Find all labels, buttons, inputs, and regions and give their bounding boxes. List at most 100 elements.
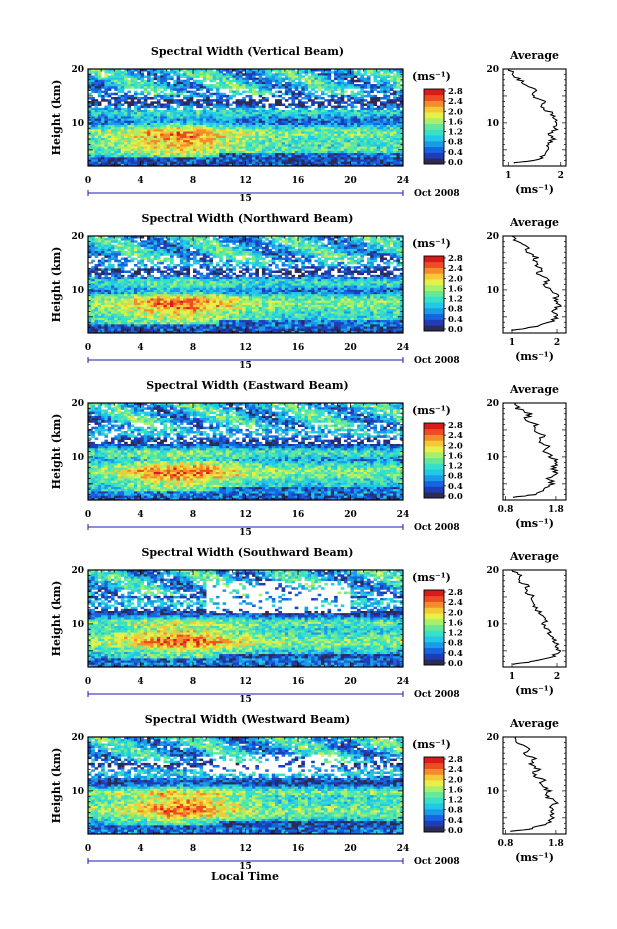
heatmap-cell bbox=[124, 118, 128, 122]
heatmap-cell bbox=[163, 71, 168, 74]
heatmap-cell bbox=[232, 238, 237, 241]
heatmap-cell bbox=[261, 148, 266, 152]
heatmap-cell bbox=[206, 73, 210, 76]
heatmap-cell bbox=[298, 112, 302, 115]
heatmap-cell bbox=[242, 107, 246, 111]
heatmap-cell bbox=[173, 253, 177, 256]
heatmap-cell bbox=[229, 86, 233, 89]
heatmap-cell bbox=[110, 84, 115, 87]
heatmap-cell bbox=[278, 69, 282, 72]
heatmap-cell bbox=[284, 242, 289, 245]
heatmap-cell bbox=[163, 135, 168, 139]
heatmap-cell bbox=[156, 242, 161, 245]
heatmap-cell bbox=[110, 73, 115, 76]
heatmap-cell bbox=[327, 251, 332, 254]
heatmap-cell bbox=[245, 135, 250, 139]
heatmap-cell bbox=[337, 73, 342, 76]
heatmap-cell bbox=[110, 153, 115, 156]
heatmap-cell bbox=[248, 129, 253, 132]
heatmap-cell bbox=[383, 71, 387, 74]
heatmap-cell bbox=[124, 246, 128, 250]
heatmap-cell bbox=[288, 73, 292, 76]
heatmap-cell bbox=[160, 142, 164, 145]
heatmap-cell bbox=[156, 112, 161, 115]
heatmap-cell bbox=[229, 238, 233, 241]
heatmap-cell bbox=[91, 77, 95, 81]
heatmap-cell bbox=[317, 240, 322, 243]
heatmap-cell bbox=[337, 122, 342, 126]
heatmap-cell bbox=[222, 236, 227, 239]
heatmap-cell bbox=[199, 127, 204, 130]
heatmap-cell bbox=[133, 150, 138, 154]
heatmap-cell bbox=[156, 148, 161, 152]
heatmap-cell bbox=[278, 153, 282, 156]
heatmap-cell bbox=[219, 129, 223, 132]
heatmap-cell bbox=[133, 144, 138, 147]
heatmap-cell bbox=[337, 118, 342, 122]
heatmap-cell bbox=[107, 79, 112, 83]
heatmap-cell bbox=[370, 114, 374, 117]
heatmap-cell bbox=[366, 244, 371, 248]
heatmap-cell bbox=[209, 137, 214, 141]
heatmap-cell bbox=[261, 135, 266, 139]
heatmap-cell bbox=[252, 127, 256, 130]
heatmap-cell bbox=[225, 153, 230, 156]
heatmap-cell bbox=[258, 69, 263, 72]
heatmap-cell bbox=[304, 73, 309, 76]
heatmap-cell bbox=[265, 157, 269, 160]
heatmap-cell bbox=[206, 101, 210, 104]
heatmap-cell bbox=[389, 77, 394, 81]
heatmap-cell bbox=[130, 148, 135, 152]
heatmap-cell bbox=[143, 120, 148, 124]
heatmap-cell bbox=[363, 94, 368, 98]
heatmap-cell bbox=[288, 81, 292, 85]
heatmap-cell bbox=[219, 97, 223, 100]
heatmap-cell bbox=[334, 129, 338, 132]
heatmap-cell bbox=[370, 109, 374, 113]
heatmap-cell bbox=[340, 137, 345, 141]
heatmap-cell bbox=[176, 155, 181, 158]
heatmap-cell bbox=[222, 146, 227, 150]
heatmap-cell bbox=[301, 135, 305, 139]
heatmap-cell bbox=[238, 242, 243, 245]
heatmap-cell bbox=[114, 144, 118, 147]
heatmap-cell bbox=[147, 133, 151, 137]
heatmap-cell bbox=[373, 114, 378, 117]
heatmap-cell bbox=[255, 92, 259, 96]
heatmap-cell bbox=[334, 92, 338, 96]
heatmap-cell bbox=[212, 144, 217, 147]
heatmap-cell bbox=[183, 146, 187, 150]
heatmap-cell bbox=[110, 109, 115, 113]
heatmap-cell bbox=[202, 253, 207, 256]
heatmap-cell bbox=[130, 133, 135, 137]
heatmap-cell bbox=[193, 236, 197, 239]
heatmap-cell bbox=[265, 131, 269, 135]
heatmap-cell bbox=[147, 114, 151, 117]
heatmap-cell bbox=[101, 150, 105, 154]
heatmap-cell bbox=[311, 251, 315, 254]
heatmap-cell bbox=[133, 161, 138, 165]
heatmap-cell bbox=[120, 109, 125, 113]
heatmap-cell bbox=[199, 155, 204, 158]
heatmap-cell bbox=[120, 236, 125, 239]
heatmap-cell bbox=[265, 159, 269, 163]
heatmap-cell bbox=[130, 248, 135, 252]
heatmap-cell bbox=[91, 107, 95, 111]
heatmap-cell bbox=[196, 236, 200, 239]
heatmap-cell bbox=[189, 90, 194, 94]
heatmap-cell bbox=[189, 253, 194, 256]
heatmap-cell bbox=[222, 133, 227, 137]
heatmap-cell bbox=[268, 255, 273, 258]
heatmap-cell bbox=[376, 73, 381, 76]
heatmap-cell bbox=[301, 140, 305, 143]
heatmap-cell bbox=[294, 238, 299, 241]
heatmap-cell bbox=[117, 161, 122, 165]
heatmap-cell bbox=[248, 71, 253, 74]
heatmap-cell bbox=[245, 84, 250, 87]
heatmap-cell bbox=[110, 253, 115, 256]
heatmap-cell bbox=[189, 242, 194, 245]
heatmap-cell bbox=[334, 86, 338, 89]
heatmap-cell bbox=[91, 253, 95, 256]
heatmap-cell bbox=[357, 157, 361, 160]
heatmap-cell bbox=[94, 116, 99, 119]
